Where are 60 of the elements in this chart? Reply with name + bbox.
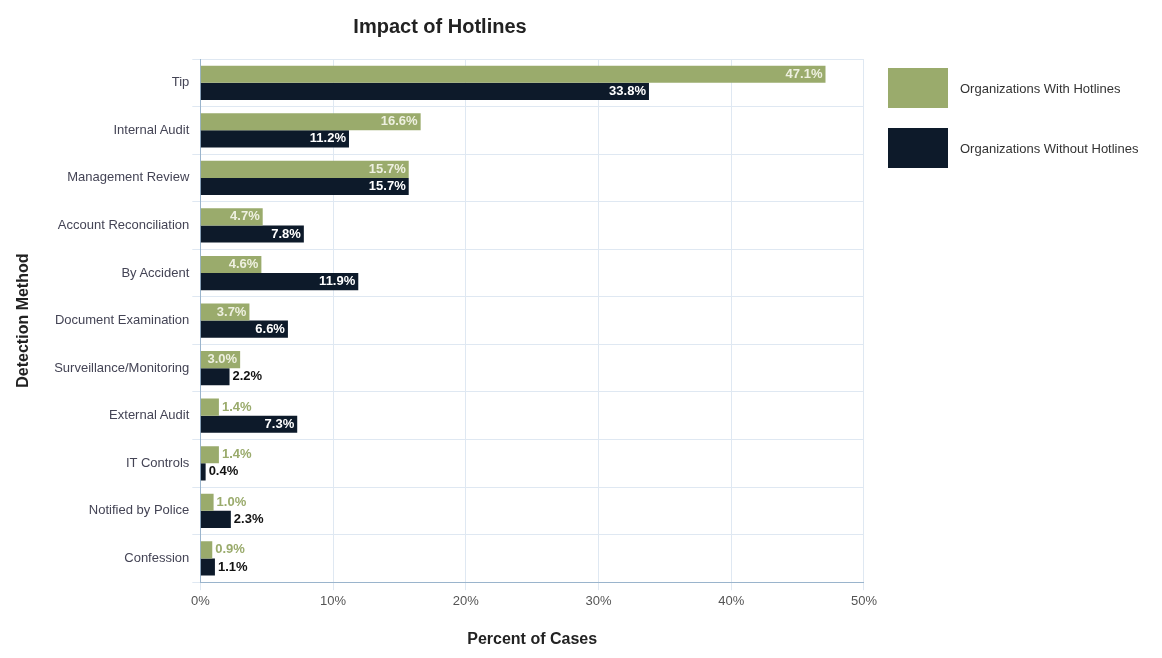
y-axis-title: Detection Method	[14, 253, 32, 388]
data-label: 15.7%	[368, 178, 407, 194]
y-tick-label: External Audit	[109, 407, 190, 423]
bar	[200, 113, 421, 131]
bar	[200, 493, 214, 511]
bar	[200, 398, 219, 416]
data-label: 47.1%	[785, 65, 823, 81]
data-label: 11.2%	[309, 130, 347, 146]
y-tick-label: Surveillance/Monitoring	[54, 359, 190, 375]
bar	[200, 160, 409, 178]
data-label: 33.8%	[609, 82, 647, 98]
data-label: 2.2%	[232, 368, 263, 384]
y-tick-label: IT Controls	[125, 454, 190, 470]
data-label: 0.9%	[215, 541, 246, 557]
data-label: 4.6%	[228, 256, 259, 272]
bar	[200, 82, 649, 100]
data-label: 1.0%	[216, 493, 247, 509]
x-tick-label: 40%	[718, 592, 745, 608]
bar	[200, 273, 359, 291]
text: Organizations Without Hotlines	[960, 140, 1139, 156]
x-tick-label: 30%	[585, 592, 612, 608]
bar	[200, 65, 826, 83]
y-tick-label: Management Review	[67, 169, 190, 185]
data-label: 2.3%	[233, 510, 264, 526]
bar	[200, 541, 213, 559]
data-label: 1.4%	[221, 398, 252, 414]
y-tick-label: Tip	[171, 74, 190, 90]
y-tick-label: Internal Audit	[113, 121, 190, 137]
x-tick-label: 0%	[190, 592, 211, 608]
data-label: 1.4%	[221, 446, 252, 462]
bar	[200, 510, 231, 528]
data-label: 6.6%	[255, 320, 286, 336]
bar	[200, 225, 304, 243]
y-tick-label: Confession	[124, 550, 190, 565]
data-label: 7.3%	[264, 415, 295, 431]
data-label: 15.7%	[368, 160, 407, 176]
data-label: 4.7%	[230, 208, 261, 224]
bar	[200, 463, 206, 481]
bar	[200, 558, 215, 576]
bar	[200, 130, 349, 148]
data-label: 1.1%	[217, 558, 248, 574]
data-label: 0.4%	[208, 463, 239, 479]
bar	[200, 177, 409, 196]
data-label: 7.8%	[271, 225, 302, 241]
y-tick-label: Account Reconciliation	[57, 217, 190, 233]
text: Organizations With Hotlines	[960, 80, 1121, 96]
x-tick-label: 10%	[320, 592, 347, 608]
y-tick-label: Notified by Police	[88, 502, 190, 518]
data-label: 16.6%	[380, 113, 419, 129]
bar	[200, 368, 230, 386]
x-axis-title: Percent of Cases	[467, 629, 598, 647]
bar	[200, 446, 219, 464]
x-tick-label: 50%	[850, 592, 878, 608]
y-tick-label: Document Examination	[54, 312, 190, 328]
y-tick-label: By Accident	[121, 264, 190, 280]
data-label: 3.0%	[207, 351, 238, 367]
x-tick-label: 20%	[452, 592, 480, 608]
data-label: 3.7%	[216, 303, 247, 319]
chart-title: Impact of Hotlines	[353, 14, 527, 37]
data-label: 11.9%	[319, 273, 356, 289]
